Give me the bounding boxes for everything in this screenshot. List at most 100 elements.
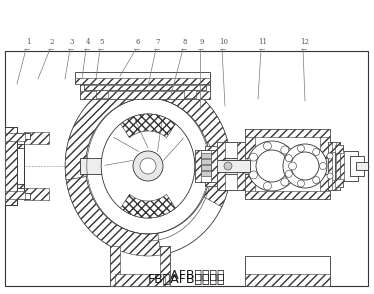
Bar	[330, 161, 360, 171]
Bar	[205, 178, 217, 186]
Text: 8: 8	[183, 38, 187, 46]
Bar	[115, 274, 165, 286]
Circle shape	[224, 162, 232, 170]
Circle shape	[133, 151, 163, 181]
Bar	[335, 145, 343, 153]
Polygon shape	[5, 188, 30, 199]
Text: 12: 12	[300, 38, 310, 46]
Bar	[84, 80, 206, 90]
Bar	[5, 51, 368, 286]
Circle shape	[327, 173, 333, 179]
Bar	[5, 191, 25, 199]
Bar	[245, 129, 330, 199]
Bar	[205, 146, 217, 154]
Bar	[340, 151, 344, 181]
Bar	[24, 132, 49, 144]
Circle shape	[288, 162, 297, 170]
Bar	[328, 142, 340, 152]
Polygon shape	[135, 76, 231, 207]
Text: 11: 11	[258, 38, 267, 46]
Bar	[328, 142, 332, 190]
Bar	[328, 180, 340, 190]
Circle shape	[256, 150, 288, 182]
Circle shape	[285, 170, 292, 177]
Polygon shape	[120, 194, 175, 218]
Bar	[160, 246, 170, 286]
Bar	[201, 159, 211, 164]
Circle shape	[297, 145, 304, 152]
Polygon shape	[101, 114, 195, 218]
Bar	[328, 142, 340, 190]
Bar	[245, 274, 330, 286]
Text: 2: 2	[50, 38, 54, 46]
Circle shape	[297, 180, 304, 187]
Polygon shape	[85, 98, 211, 234]
Bar	[245, 129, 255, 199]
Bar	[195, 150, 217, 182]
Bar	[340, 151, 358, 181]
Polygon shape	[120, 114, 175, 138]
Bar	[84, 85, 206, 90]
Bar	[5, 127, 17, 205]
Bar	[75, 78, 210, 84]
Circle shape	[319, 163, 327, 170]
Bar	[205, 146, 217, 186]
Circle shape	[291, 152, 319, 180]
Bar	[184, 78, 196, 98]
Bar	[335, 179, 343, 187]
Bar	[5, 133, 25, 141]
Text: 1: 1	[26, 38, 30, 46]
Bar	[75, 72, 210, 84]
Circle shape	[263, 142, 272, 150]
Text: 6: 6	[136, 38, 140, 46]
Bar	[356, 162, 368, 170]
Bar	[96, 78, 108, 98]
Polygon shape	[66, 177, 161, 256]
Circle shape	[263, 182, 272, 190]
Bar	[335, 145, 343, 187]
Bar	[201, 165, 211, 170]
Bar	[245, 129, 330, 137]
Text: 3: 3	[70, 38, 74, 46]
Bar	[237, 142, 245, 190]
Polygon shape	[65, 76, 231, 256]
Circle shape	[283, 144, 327, 188]
Bar	[80, 77, 210, 99]
Bar	[201, 153, 211, 158]
Bar	[245, 191, 330, 199]
Text: 7: 7	[156, 38, 160, 46]
Text: 5: 5	[100, 38, 104, 46]
Text: 10: 10	[220, 38, 229, 46]
Bar	[336, 142, 340, 190]
Bar	[96, 78, 196, 98]
Bar	[110, 246, 170, 286]
Bar	[110, 246, 120, 286]
Bar	[6, 148, 24, 184]
Polygon shape	[65, 77, 138, 180]
Circle shape	[281, 146, 289, 154]
Text: 9: 9	[200, 38, 204, 46]
Bar	[245, 256, 330, 286]
Text: FB、AFB型结构图: FB、AFB型结构图	[148, 273, 226, 286]
Bar	[80, 158, 340, 174]
Bar	[210, 160, 250, 172]
Bar	[201, 171, 211, 176]
Circle shape	[327, 153, 333, 159]
Text: FB、AFB型结构图: FB、AFB型结构图	[148, 269, 226, 282]
Polygon shape	[5, 133, 30, 144]
Bar	[217, 142, 245, 190]
Circle shape	[249, 171, 258, 179]
Circle shape	[249, 153, 258, 161]
Circle shape	[247, 141, 297, 191]
Bar	[80, 91, 210, 99]
Circle shape	[313, 148, 320, 156]
Bar	[80, 77, 210, 85]
Circle shape	[285, 155, 292, 162]
Bar	[24, 188, 49, 200]
Circle shape	[140, 158, 156, 174]
Circle shape	[281, 178, 289, 186]
Bar	[350, 156, 364, 176]
Circle shape	[313, 177, 320, 183]
Text: 4: 4	[86, 38, 90, 46]
Bar	[195, 150, 201, 182]
